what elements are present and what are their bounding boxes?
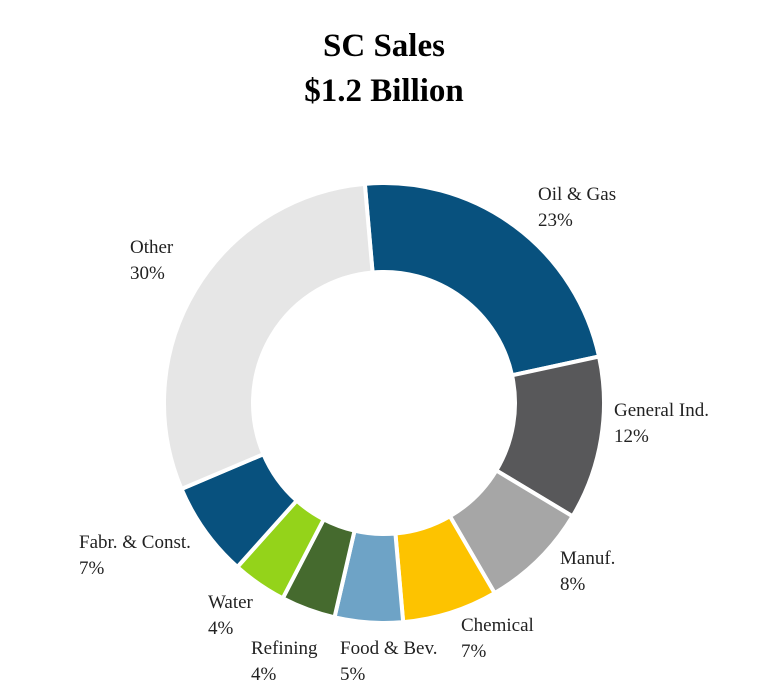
label-oil-gas: Oil & Gas xyxy=(538,184,616,205)
value-label-water: 4% xyxy=(208,618,234,639)
value-label-chemical: 7% xyxy=(461,641,487,662)
value-label-food-bev: 5% xyxy=(340,664,366,685)
label-chemical: Chemical xyxy=(461,615,534,636)
chart-subtitle: $1.2 Billion xyxy=(304,73,464,109)
label-manuf: Manuf. xyxy=(560,548,615,569)
label-general-ind: General Ind. xyxy=(614,400,709,421)
value-label-fabr-const: 7% xyxy=(79,558,105,579)
label-food-bev: Food & Bev. xyxy=(340,638,437,659)
slice-other xyxy=(162,181,375,492)
value-label-oil-gas: 23% xyxy=(538,210,573,231)
chart-title: SC Sales xyxy=(323,28,445,64)
label-refining: Refining xyxy=(251,638,318,659)
slice-oil-gas xyxy=(362,181,602,378)
value-label-other: 30% xyxy=(130,263,165,284)
value-label-refining: 4% xyxy=(251,664,277,685)
label-other: Other xyxy=(130,237,174,258)
value-label-general-ind: 12% xyxy=(614,426,649,447)
value-label-manuf: 8% xyxy=(560,574,586,595)
label-water: Water xyxy=(208,592,254,613)
label-fabr-const: Fabr. & Const. xyxy=(79,532,191,553)
